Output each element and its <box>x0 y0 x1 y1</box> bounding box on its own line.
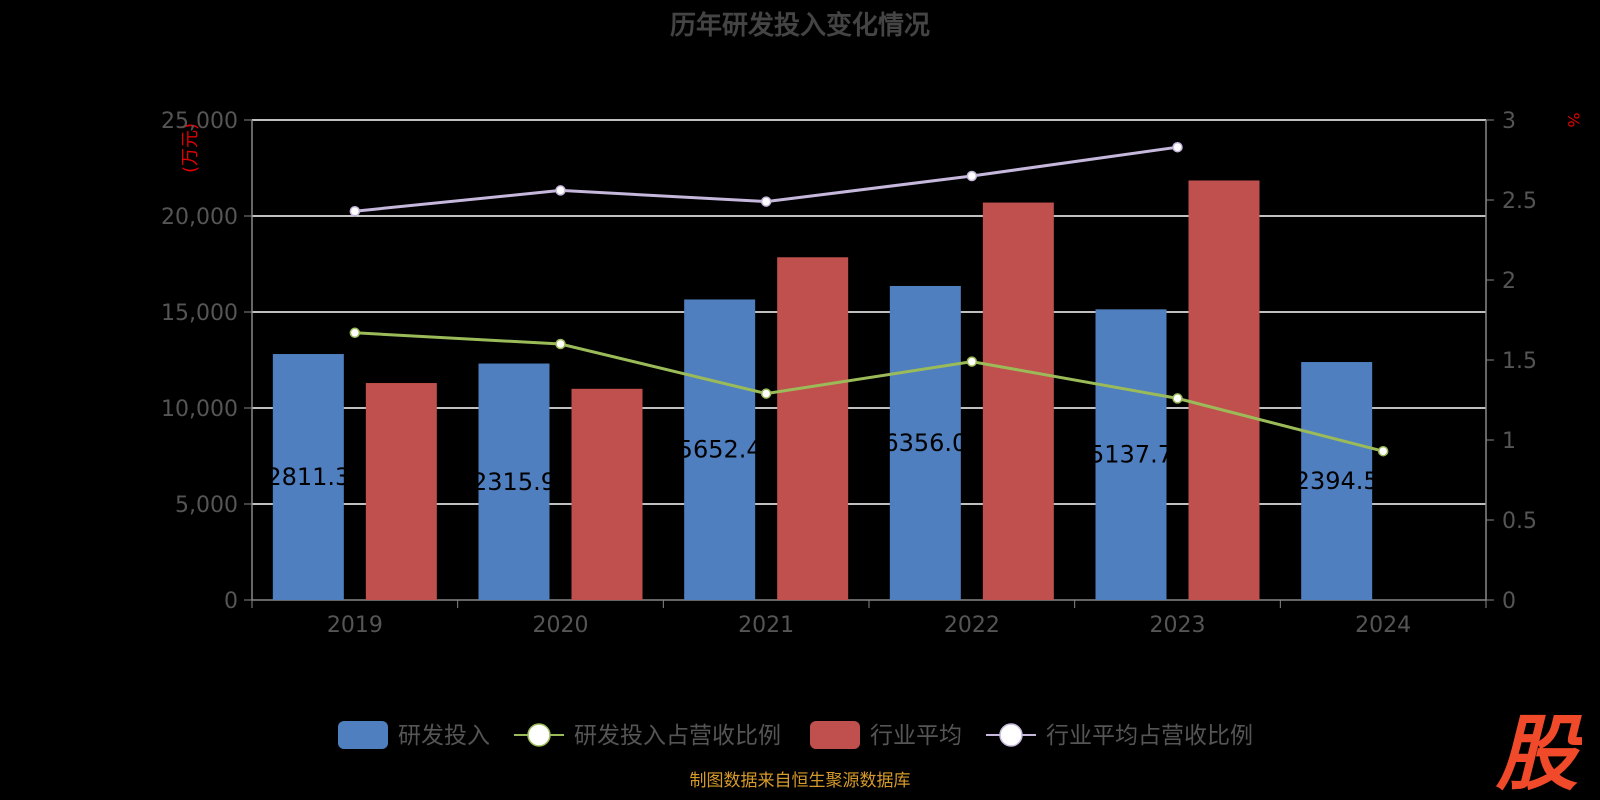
legend-label: 行业平均占营收比例 <box>1046 723 1253 749</box>
line-point <box>760 196 772 207</box>
bar <box>365 383 437 600</box>
bar-data-label: 16356.05 <box>868 429 983 457</box>
legend-item[interactable]: 行业平均 <box>810 721 962 749</box>
legend-item[interactable]: 研发投入占营收比例 <box>514 723 781 749</box>
line-point <box>555 338 566 350</box>
legend-swatch <box>338 721 388 749</box>
y-right-tick-label: 1 <box>1502 429 1516 454</box>
legend-label: 研发投入占营收比例 <box>574 723 781 749</box>
x-tick-label: 2022 <box>944 613 1000 638</box>
line-point <box>966 170 978 182</box>
y-right-tick-label: 3 <box>1502 109 1516 134</box>
legend-swatch-marker <box>527 723 551 747</box>
source-note: 制图数据来自恒生聚源数据库 <box>690 771 911 791</box>
y-left-tick-label: 5,000 <box>175 493 238 518</box>
line-point <box>966 356 978 367</box>
bar-data-label: 12394.54 <box>1279 467 1394 495</box>
right-axis-label: % <box>1564 112 1583 127</box>
y-left-tick-label: 15,000 <box>161 301 238 326</box>
logo-mark: 股 <box>1495 708 1582 792</box>
y-right-tick-label: 1.5 <box>1502 349 1537 374</box>
bars <box>272 180 1373 601</box>
bar <box>478 363 550 600</box>
y-right-tick-label: 2 <box>1502 269 1516 294</box>
y-left-tick-label: 20,000 <box>161 205 238 230</box>
bar-labels: 12811.38 12315.95 15652.44 16356.05 15137.79… <box>251 429 1394 496</box>
bar-data-label: 15137.79 <box>1074 441 1189 469</box>
lines <box>349 141 1389 457</box>
grid-lines <box>252 119 1486 505</box>
bar <box>777 257 849 600</box>
left-axis-label: (万元) <box>180 123 201 173</box>
bar <box>1188 180 1260 601</box>
line-point <box>1377 445 1389 457</box>
axes: 0 5,000 10,000 15,000 20,000 25,000 0 0.5 1 1.5 2 2… <box>161 109 1537 638</box>
x-tick-label: 2020 <box>533 613 589 638</box>
bar <box>571 388 643 600</box>
y-right-tick-label: 0 <box>1502 589 1516 614</box>
legend[interactable]: 研发投入 研发投入占营收比例 行业平均 行业平均占营收比例 <box>338 721 1253 749</box>
bar-data-label: 12811.38 <box>251 463 366 491</box>
x-tick-label: 2021 <box>738 613 794 638</box>
bar <box>982 202 1054 600</box>
legend-item[interactable]: 研发投入 <box>338 721 490 749</box>
legend-swatch <box>810 721 860 749</box>
legend-swatch-marker <box>999 723 1023 747</box>
legend-label: 研发投入 <box>398 723 490 749</box>
line-point <box>555 185 566 196</box>
y-left-tick-label: 25,000 <box>161 109 238 134</box>
bar-data-label: 12315.95 <box>457 468 572 496</box>
y-left-tick-label: 10,000 <box>161 397 238 422</box>
bar <box>684 299 756 600</box>
x-tick-label: 2023 <box>1150 613 1206 638</box>
line-point <box>349 327 361 339</box>
x-tick-label: 2019 <box>327 613 383 638</box>
logo-text: 股 <box>1495 708 1582 792</box>
x-tick-label: 2024 <box>1355 613 1411 638</box>
line-point <box>1172 141 1183 153</box>
line-point <box>1172 393 1183 404</box>
y-left-tick-label: 0 <box>224 589 238 614</box>
y-right-tick-label: 2.5 <box>1502 189 1537 214</box>
bar <box>272 354 344 600</box>
line-point <box>760 388 772 399</box>
bar <box>1095 309 1167 600</box>
legend-label: 行业平均 <box>870 723 962 749</box>
legend-item[interactable]: 行业平均占营收比例 <box>986 723 1253 749</box>
bar <box>1301 362 1373 600</box>
bar-data-label: 15652.44 <box>662 436 777 464</box>
line-point <box>349 205 361 217</box>
line-series <box>354 331 1384 453</box>
bar <box>889 285 961 600</box>
chart-title: 历年研发投入变化情况 <box>670 10 930 41</box>
y-right-tick-label: 0.5 <box>1502 509 1537 534</box>
